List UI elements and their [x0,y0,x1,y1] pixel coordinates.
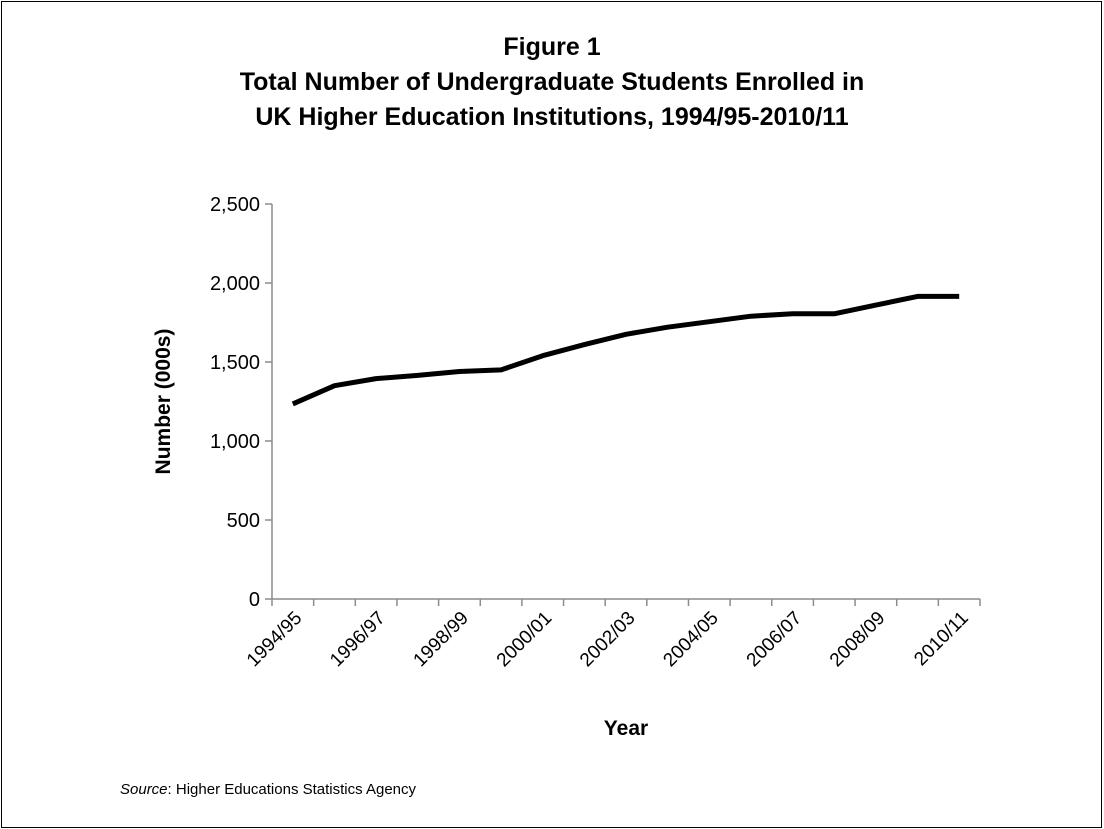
y-tick-label: 2,500 [210,194,260,216]
figure-title-block: Figure 1 Total Number of Undergraduate S… [0,30,1104,135]
figure-number: Figure 1 [503,33,601,61]
source-label: Source [120,781,168,798]
figure-title-line-1: Total Number of Undergraduate Students E… [239,68,865,96]
x-tick-label: 2010/11 [910,608,972,670]
y-tick-label: 1,000 [210,431,260,453]
y-axis-title: Number (000s) [152,329,175,475]
y-tick-label: 0 [249,589,260,611]
figure-title-line-2: UK Higher Education Institutions, 1994/9… [255,103,849,131]
x-axis-title: Year [604,717,648,740]
x-tick-label: 1998/99 [410,608,473,671]
source-note: Source: Higher Educations Statistics Age… [120,781,416,798]
x-tick-label: 2008/09 [826,608,889,671]
source-separator: : [167,781,176,798]
y-tick-label: 1,500 [210,352,260,374]
x-tick-label: 1994/95 [243,608,306,671]
series-line [291,293,960,407]
x-tick-label: 2002/03 [576,608,639,671]
x-tick-label: 2006/07 [743,608,806,671]
x-tick-label: 1996/97 [326,608,389,671]
x-tick-label: 2004/05 [659,608,722,671]
y-tick-label: 2,000 [210,273,260,295]
x-tick-label: 2000/01 [493,608,556,671]
source-text: Higher Educations Statistics Agency [175,781,416,798]
y-tick-label: 500 [227,510,260,532]
